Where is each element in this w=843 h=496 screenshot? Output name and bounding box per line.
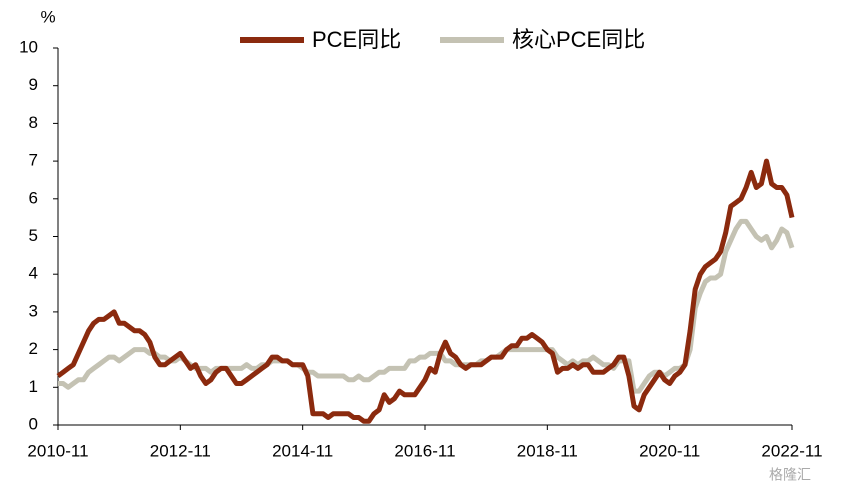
x-tick-label: 2020-11 [639, 441, 700, 460]
y-tick-label: 5 [29, 226, 38, 245]
watermark: 格隆汇 [769, 467, 811, 483]
legend-label: PCE同比 [312, 27, 401, 52]
legend-label: 核心PCE同比 [512, 27, 645, 52]
x-tick-label: 2012-11 [150, 441, 211, 460]
series-line [56, 158, 795, 424]
x-tick-label: 2014-11 [272, 441, 333, 460]
y-axis-label: % [40, 7, 55, 26]
y-tick-label: 0 [29, 414, 38, 433]
y-tick-label: 9 [29, 75, 38, 94]
y-tick-label: 7 [29, 151, 38, 170]
x-tick-label: 2022-11 [761, 441, 822, 460]
y-tick-label: 6 [29, 188, 38, 207]
y-tick-label: 2 [29, 339, 38, 358]
x-tick-label: 2010-11 [27, 441, 88, 460]
y-tick-label: 10 [19, 37, 38, 56]
y-tick-label: 3 [29, 301, 38, 320]
x-tick-label: 2016-11 [394, 441, 455, 460]
y-tick-label: 1 [29, 377, 38, 396]
x-tick-label: 2018-11 [517, 441, 578, 460]
y-tick-label: 4 [29, 264, 38, 283]
y-tick-label: 8 [29, 113, 38, 132]
